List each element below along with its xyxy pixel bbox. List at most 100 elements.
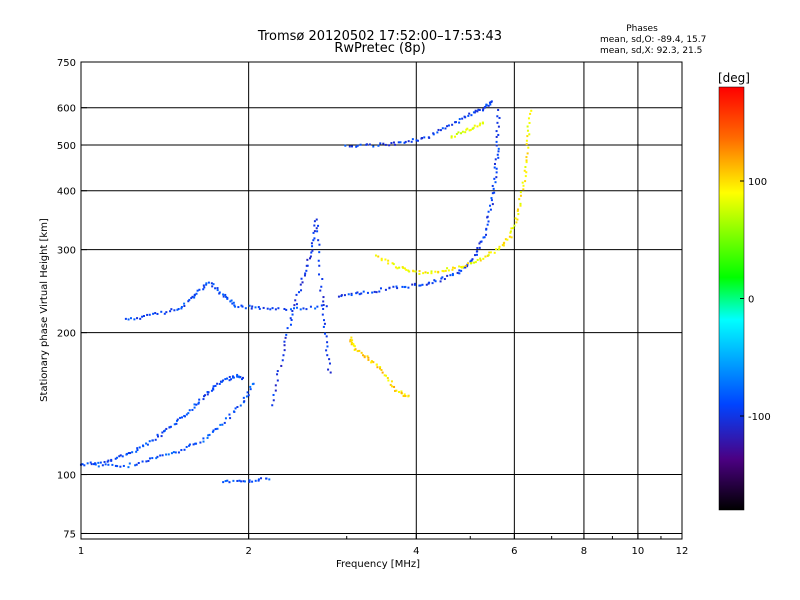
data-point bbox=[210, 389, 213, 392]
data-point bbox=[493, 166, 496, 169]
data-point bbox=[202, 284, 205, 287]
data-point bbox=[317, 259, 320, 262]
data-point bbox=[529, 112, 532, 115]
data-point bbox=[519, 204, 522, 207]
data-point bbox=[170, 308, 173, 311]
data-point bbox=[498, 116, 501, 119]
chart-subtitle: RwPretec (8p) bbox=[334, 41, 425, 56]
data-point bbox=[309, 255, 312, 258]
data-point bbox=[436, 131, 439, 134]
data-point bbox=[247, 394, 250, 397]
data-point bbox=[276, 373, 279, 376]
data-point bbox=[244, 307, 247, 310]
data-point bbox=[115, 456, 118, 459]
data-point bbox=[221, 423, 224, 426]
data-point bbox=[289, 323, 292, 326]
data-point bbox=[398, 266, 401, 269]
data-point bbox=[395, 285, 398, 288]
data-point bbox=[282, 354, 285, 357]
data-point bbox=[494, 158, 497, 161]
data-point bbox=[407, 140, 410, 143]
data-point bbox=[474, 109, 477, 112]
data-point bbox=[494, 181, 497, 184]
data-point bbox=[470, 114, 473, 117]
data-point bbox=[322, 325, 325, 328]
data-point bbox=[437, 128, 440, 131]
data-point bbox=[437, 270, 440, 273]
data-point bbox=[358, 293, 361, 296]
data-point bbox=[441, 269, 444, 272]
data-point bbox=[328, 362, 331, 365]
data-point bbox=[443, 278, 446, 281]
data-point bbox=[300, 277, 303, 280]
data-point bbox=[180, 449, 183, 452]
data-point bbox=[464, 131, 467, 134]
data-point bbox=[262, 306, 265, 309]
data-point bbox=[489, 103, 492, 106]
data-point bbox=[411, 283, 414, 286]
data-point bbox=[461, 266, 464, 269]
data-point bbox=[173, 309, 176, 312]
data-point bbox=[414, 283, 417, 286]
data-point bbox=[138, 446, 141, 449]
data-point bbox=[146, 313, 149, 316]
data-point bbox=[121, 455, 124, 458]
data-point bbox=[447, 269, 450, 272]
y-tick-label: 75 bbox=[63, 529, 76, 540]
data-point bbox=[453, 267, 456, 270]
data-point bbox=[501, 244, 504, 247]
data-point bbox=[240, 304, 243, 307]
data-point bbox=[471, 258, 474, 261]
data-point bbox=[316, 305, 319, 308]
data-point bbox=[383, 374, 386, 377]
data-point bbox=[404, 285, 407, 288]
data-point bbox=[431, 282, 434, 285]
data-point bbox=[248, 480, 251, 483]
data-point bbox=[180, 307, 183, 310]
data-point bbox=[214, 384, 217, 387]
data-point bbox=[222, 379, 225, 382]
data-point bbox=[127, 452, 130, 455]
data-point bbox=[320, 304, 323, 307]
data-point bbox=[368, 143, 371, 146]
data-point bbox=[187, 412, 190, 415]
data-point bbox=[313, 230, 316, 233]
y-tick-label: 400 bbox=[57, 187, 76, 198]
data-point bbox=[101, 464, 104, 467]
data-point bbox=[236, 373, 239, 376]
data-point bbox=[466, 265, 469, 268]
data-point bbox=[154, 438, 157, 441]
data-point bbox=[236, 405, 239, 408]
data-point bbox=[519, 194, 522, 197]
data-point bbox=[185, 445, 188, 448]
data-point bbox=[403, 141, 406, 144]
data-point bbox=[119, 454, 122, 457]
data-point bbox=[228, 379, 231, 382]
data-point bbox=[136, 317, 139, 320]
data-point bbox=[214, 428, 217, 431]
data-point bbox=[456, 271, 459, 274]
data-point bbox=[515, 221, 518, 224]
data-point bbox=[202, 398, 205, 401]
data-point bbox=[234, 407, 237, 410]
data-point bbox=[193, 403, 196, 406]
data-point bbox=[381, 371, 384, 374]
data-point bbox=[402, 395, 405, 398]
x-tick-label: 8 bbox=[581, 546, 587, 557]
data-point bbox=[251, 480, 254, 483]
data-point bbox=[352, 342, 355, 345]
data-point bbox=[315, 218, 318, 221]
data-point bbox=[460, 132, 463, 135]
data-point bbox=[359, 143, 362, 146]
data-point bbox=[526, 152, 529, 155]
data-point bbox=[525, 171, 528, 174]
data-point bbox=[379, 367, 382, 370]
data-point bbox=[472, 126, 475, 129]
data-point bbox=[352, 344, 355, 347]
data-point bbox=[340, 294, 343, 297]
data-point bbox=[396, 287, 399, 290]
data-point bbox=[487, 254, 490, 257]
data-point bbox=[271, 404, 274, 407]
data-point bbox=[366, 355, 369, 358]
